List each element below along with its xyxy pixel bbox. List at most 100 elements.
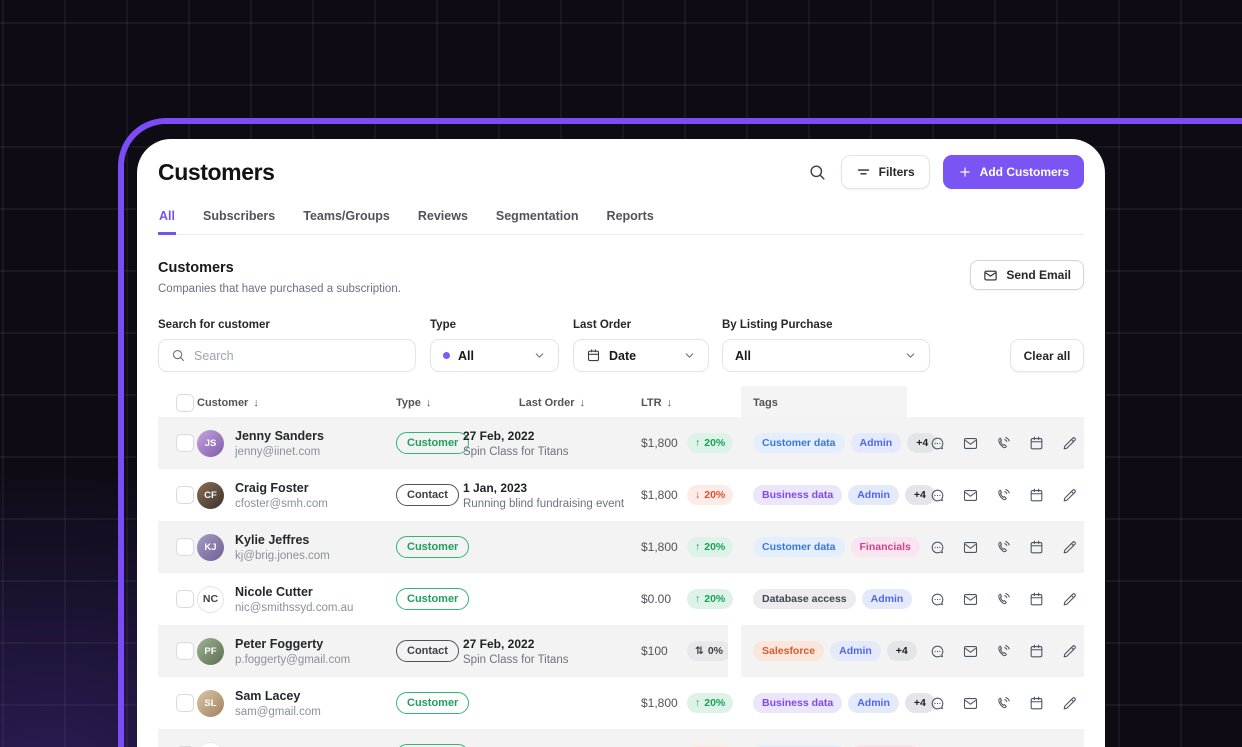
chevron-down-icon: [533, 349, 546, 362]
tag-badge: Financials: [850, 537, 920, 557]
tab-subscribers[interactable]: Subscribers: [202, 209, 276, 223]
customer-email: nic@smithssyd.com.au: [235, 601, 354, 614]
row-checkbox[interactable]: [176, 538, 194, 556]
ltr-value: $0.00: [641, 592, 672, 606]
column-header-tags[interactable]: Tags: [753, 396, 778, 409]
call-icon[interactable]: [994, 486, 1012, 504]
schedule-icon[interactable]: [1027, 694, 1045, 712]
email-icon[interactable]: [961, 590, 979, 608]
call-icon[interactable]: [994, 434, 1012, 452]
column-header-last-order[interactable]: Last Order ↓: [518, 396, 586, 409]
type-badge: Customer: [396, 536, 470, 558]
type-select[interactable]: All: [430, 339, 559, 372]
sort-down-icon: ↓: [579, 396, 586, 409]
add-customers-button[interactable]: Add Customers: [942, 155, 1084, 189]
edit-icon[interactable]: [1060, 486, 1078, 504]
schedule-icon[interactable]: [1027, 486, 1045, 504]
call-icon[interactable]: [994, 590, 1012, 608]
avatar: KJ: [197, 533, 224, 561]
tags-cell: Database access Admin: [741, 573, 926, 625]
envelope-icon: [983, 268, 998, 283]
edit-icon[interactable]: [1060, 538, 1078, 556]
plus-icon: [958, 165, 972, 179]
send-email-button[interactable]: Send Email: [970, 260, 1084, 290]
tag-badge: +4: [886, 641, 917, 661]
schedule-icon[interactable]: [1027, 642, 1045, 660]
email-icon[interactable]: [961, 486, 979, 504]
send-email-label: Send Email: [1006, 268, 1071, 282]
call-icon[interactable]: [994, 694, 1012, 712]
type-badge: Customer: [396, 692, 470, 714]
row-checkbox[interactable]: [176, 694, 194, 712]
customer-name: Peter Foggerty: [235, 636, 324, 651]
select-all-checkbox[interactable]: [176, 393, 194, 412]
search-input[interactable]: [194, 348, 403, 363]
tag-badge: Admin: [861, 589, 913, 609]
schedule-icon[interactable]: [1027, 538, 1045, 556]
ltr-value: $1,800: [641, 436, 678, 450]
customer-email: cfoster@smh.com: [235, 497, 328, 510]
clear-all-label: Clear all: [1023, 348, 1071, 363]
message-icon[interactable]: [928, 590, 946, 608]
tab-all[interactable]: All: [158, 209, 176, 235]
email-icon[interactable]: [961, 694, 979, 712]
column-header-ltr[interactable]: LTR ↓: [641, 396, 673, 409]
row-checkbox[interactable]: [176, 642, 194, 660]
schedule-icon[interactable]: [1027, 434, 1045, 452]
tab-reports[interactable]: Reports: [606, 209, 654, 223]
column-header-customer[interactable]: Customer ↓: [197, 396, 259, 409]
type-dot-icon: [443, 352, 450, 359]
tag-badge: Business data: [753, 693, 843, 713]
last-order-select-value: Date: [609, 348, 637, 363]
trend-pill: ⇅ 0%: [687, 641, 731, 661]
customer-name: Craig Foster: [235, 480, 309, 495]
schedule-icon[interactable]: [1027, 590, 1045, 608]
edit-icon[interactable]: [1060, 694, 1078, 712]
sort-down-icon: ↓: [666, 396, 673, 409]
tab-reviews[interactable]: Reviews: [417, 209, 468, 223]
section-header: Customers Companies that have purchased …: [158, 260, 1084, 295]
email-icon[interactable]: [961, 434, 979, 452]
call-icon[interactable]: [994, 538, 1012, 556]
customer-name: Sam Lacey: [235, 688, 301, 703]
call-icon[interactable]: [994, 642, 1012, 660]
tab-teams-groups[interactable]: Teams/Groups: [303, 209, 390, 223]
edit-icon[interactable]: [1060, 642, 1078, 660]
row-checkbox[interactable]: [176, 590, 194, 608]
tags-cell: Customer data Admin +4: [741, 417, 938, 469]
table-row: Sisyphus Customer 27 Feb, 2022 ↓ 20% Cus…: [158, 729, 1084, 747]
message-icon[interactable]: [928, 434, 946, 452]
edit-icon[interactable]: [1060, 434, 1078, 452]
page-title: Customers: [158, 158, 275, 185]
order-date: 27 Feb, 2022: [463, 428, 535, 443]
table-row: JS Jenny Sanders jenny@iinet.com Custome…: [158, 417, 1084, 469]
tag-badge: +4: [907, 433, 938, 453]
message-icon[interactable]: [928, 694, 946, 712]
edit-icon[interactable]: [1060, 590, 1078, 608]
message-icon[interactable]: [928, 642, 946, 660]
email-icon[interactable]: [961, 538, 979, 556]
avatar: JS: [197, 429, 224, 457]
filters-button[interactable]: Filters: [840, 155, 930, 189]
clear-all-button[interactable]: Clear all: [1010, 339, 1084, 372]
message-icon[interactable]: [928, 486, 946, 504]
column-header-type[interactable]: Type ↓: [396, 396, 432, 409]
row-checkbox[interactable]: [176, 486, 194, 504]
customers-panel: Customers Filters Add Customers All Subsc…: [137, 139, 1105, 747]
sort-down-icon: ↓: [425, 396, 432, 409]
last-order-select[interactable]: Date: [573, 339, 709, 372]
message-icon[interactable]: [928, 538, 946, 556]
ltr-value: $1,800: [641, 540, 678, 554]
row-checkbox[interactable]: [176, 434, 194, 452]
tab-segmentation[interactable]: Segmentation: [495, 209, 579, 223]
tab-bar: All Subscribers Teams/Groups Reviews Segment…: [158, 209, 1084, 235]
listing-select[interactable]: All: [722, 339, 930, 372]
tags-cell: Business data Admin +4: [741, 677, 935, 729]
trend-pill: ↑ 20%: [687, 589, 734, 609]
customer-email: sam@gmail.com: [235, 705, 321, 718]
tag-badge: Customer data: [753, 745, 845, 747]
search-icon[interactable]: [808, 162, 828, 182]
email-icon[interactable]: [961, 642, 979, 660]
tag-badge: +4: [904, 485, 935, 505]
trend-pill: ↑ 20%: [687, 693, 734, 713]
